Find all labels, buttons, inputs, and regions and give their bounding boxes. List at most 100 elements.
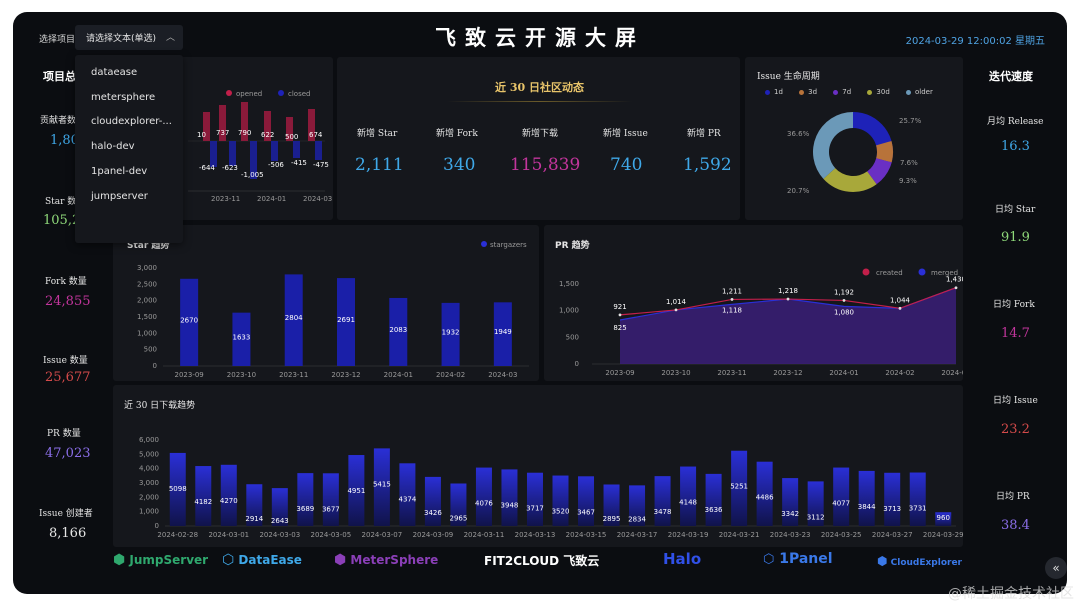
x-tick-label: 2024-03-23 — [770, 531, 811, 539]
legend-label: created — [876, 269, 903, 277]
dropdown-option[interactable]: 1panel-dev — [91, 166, 148, 177]
stat-label: PR 数量 — [47, 429, 81, 439]
download-bar — [373, 448, 390, 526]
download-bar — [705, 473, 722, 526]
legend-dot — [226, 90, 232, 96]
x-tick-label: 2024-01 — [829, 369, 858, 377]
stat-label: Star 数量 — [45, 197, 86, 207]
dropdown-option[interactable]: cloudexplorer-... — [91, 116, 172, 127]
stat-value: 8,166 — [49, 526, 87, 541]
halo-logo: Halo — [663, 550, 702, 568]
project-select[interactable]: 请选择文本(单选) ︿ — [75, 25, 183, 50]
legend-label: 1d — [774, 88, 783, 96]
bar-value-label: 3717 — [526, 505, 544, 513]
community-stat-label: 新增 PR — [687, 129, 721, 139]
download-bar — [935, 512, 952, 526]
data-label: 1,430 — [946, 276, 963, 284]
data-label: 1,044 — [890, 296, 911, 304]
logo-label: 1Panel — [779, 551, 833, 567]
slice-label: 25.7% — [899, 117, 922, 125]
bar-value-label: 2670 — [180, 316, 198, 324]
download-bar — [297, 473, 314, 526]
opened-bar — [264, 111, 271, 141]
y-tick-label: 3,000 — [137, 264, 157, 272]
download-bar — [833, 467, 850, 526]
x-tick-label: 2023-09 — [175, 371, 204, 379]
slice-label: 36.6% — [787, 130, 810, 138]
data-label: -623 — [222, 164, 238, 172]
x-tick-label: 2023-11 — [717, 369, 746, 377]
bar-value-label: 4374 — [398, 495, 416, 503]
dropdown-option[interactable]: halo-dev — [91, 141, 135, 152]
bar-value-label: 4270 — [220, 497, 238, 505]
x-tick-label: 2024-03-15 — [566, 531, 607, 539]
download-trend-chart: 0 1,000 2,000 3,000 4,000 5,000 6,000 5098 4182… — [139, 436, 963, 539]
jumpserver-logo: ⬢ JumpServer — [113, 552, 208, 568]
closed-bar — [210, 141, 217, 167]
created-point — [898, 306, 902, 310]
data-label: 500 — [285, 133, 298, 141]
stat-value: 16.3 — [1001, 139, 1030, 154]
created-point — [730, 298, 734, 301]
legend-dot — [278, 90, 284, 96]
slice-label: 20.7% — [787, 187, 810, 195]
y-tick-label: 4,000 — [139, 465, 159, 473]
cloudexplorer-logo: ⬢ CloudExplorer — [877, 554, 962, 568]
right-stats-title: 迭代速度 — [989, 70, 1033, 83]
dropdown-option[interactable]: dataease — [91, 67, 138, 78]
data-label: -1,005 — [241, 171, 264, 179]
x-tick-label: 2024-03-29 — [923, 531, 963, 539]
x-tick-label: 2023-11 — [211, 195, 240, 203]
download-bar — [552, 475, 569, 526]
closed-bar — [250, 141, 257, 179]
opened-bar — [308, 109, 315, 141]
download-bar — [578, 476, 595, 526]
x-tick-label: 2024-03-09 — [413, 531, 454, 539]
stat-value: 91.9 — [1001, 230, 1030, 245]
download-bar — [399, 463, 416, 526]
slice-older — [813, 112, 853, 179]
issue-trend-chart: opened closed 10 737 790 622 500 674 -64… — [188, 90, 332, 203]
bar-value-label: 960 — [937, 514, 950, 522]
bar-value-label: 4148 — [679, 499, 697, 507]
x-tick-label: 2024-03-25 — [821, 531, 862, 539]
created-point — [786, 297, 790, 301]
bar-value-label: 2643 — [271, 517, 289, 525]
data-label: 10 — [197, 131, 206, 139]
cloudexplorer-icon: ⬢ — [877, 554, 888, 568]
data-label: 1,118 — [722, 306, 742, 314]
star-trend-panel: Star 趋势 stargazers 0 500 1,000 1,500 2,000 2,… — [113, 225, 539, 381]
star-bar — [337, 278, 355, 366]
community-stat-value: 115,839 — [510, 155, 581, 175]
double-chevron-left-icon[interactable]: « — [1045, 557, 1067, 579]
slice-3d — [876, 141, 894, 163]
download-bar — [680, 466, 697, 526]
dropdown-option[interactable]: jumpserver — [91, 191, 148, 202]
stat-label: 月均 Release — [987, 117, 1044, 127]
community-stat-value: 740 — [610, 155, 643, 175]
data-label: 1,014 — [666, 298, 687, 306]
bar-value-label: 5098 — [169, 485, 187, 493]
legend-label: opened — [236, 90, 262, 98]
download-bar — [526, 472, 543, 526]
community-stat-label: 新增 Star — [357, 129, 398, 139]
dropdown-option[interactable]: metersphere — [91, 92, 156, 103]
bar-value-label: 4182 — [194, 498, 212, 506]
download-trend-panel: 近 30 日下载趋势 0 1,000 2,000 3,000 4,000 5,000 6,0… — [113, 385, 963, 547]
slice-label: 9.3% — [899, 177, 917, 185]
x-tick-label: 2024-03-13 — [515, 531, 556, 539]
download-bar — [756, 461, 773, 526]
stat-label: 贡献者数量 — [40, 116, 86, 126]
community-stat-value: 2,111 — [355, 155, 404, 175]
legend-label: 7d — [842, 88, 852, 96]
merged-area — [620, 287, 956, 364]
bar-value-label: 3689 — [296, 505, 314, 513]
star-bar — [232, 312, 251, 366]
opened-bar — [203, 112, 210, 141]
y-tick-label: 500 — [144, 346, 157, 354]
dataease-logo: ⬡ DataEase — [222, 552, 302, 568]
legend-dot — [799, 89, 805, 95]
issue-lifecycle-panel: Issue 生命周期 1d 3d 7d 30d older 25.7% 7.6%… — [745, 57, 963, 220]
legend-dot — [833, 89, 839, 95]
bar-value-label: 5251 — [730, 483, 748, 491]
